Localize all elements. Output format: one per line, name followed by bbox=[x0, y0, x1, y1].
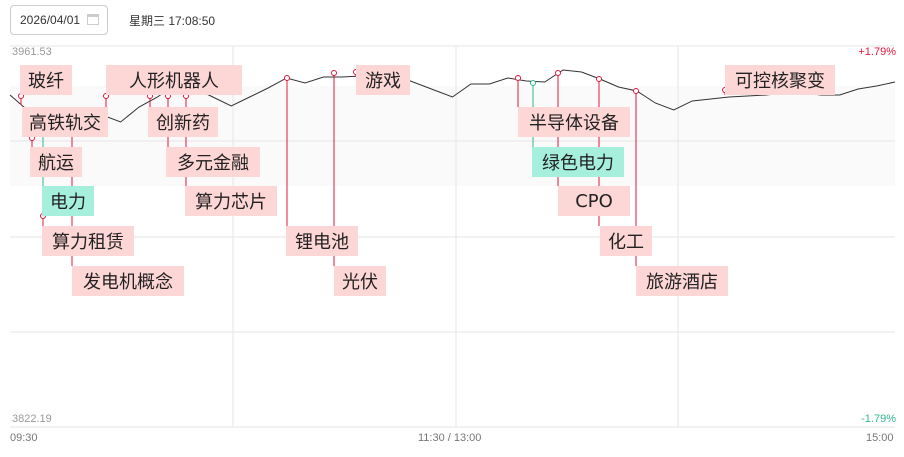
tag-point-marker bbox=[555, 70, 561, 76]
sector-tag[interactable]: 高铁轨交 bbox=[22, 107, 108, 137]
sector-tag[interactable]: 可控核聚变 bbox=[725, 65, 835, 95]
y-max-label: 3961.53 bbox=[12, 46, 52, 58]
sector-tag[interactable]: 半导体设备 bbox=[518, 107, 630, 137]
sector-tag[interactable]: 游戏 bbox=[356, 65, 410, 95]
sector-tag[interactable]: 创新药 bbox=[148, 107, 218, 137]
sector-tag[interactable]: 算力芯片 bbox=[185, 186, 277, 216]
tag-point-marker bbox=[284, 75, 290, 81]
tag-point-marker bbox=[633, 88, 639, 94]
date-picker[interactable]: 2026/04/01 bbox=[10, 5, 108, 35]
sector-tag[interactable]: 电力 bbox=[42, 186, 94, 216]
date-value: 2026/04/01 bbox=[20, 13, 81, 27]
calendar-icon[interactable] bbox=[87, 14, 99, 25]
sector-tag[interactable]: 玻纤 bbox=[20, 65, 72, 95]
tag-point-marker bbox=[331, 70, 337, 76]
price-line bbox=[9, 69, 896, 123]
sector-tag[interactable]: CPO bbox=[558, 186, 630, 216]
pct-max-label: +1.79% bbox=[858, 46, 896, 58]
sector-tag[interactable]: 发电机概念 bbox=[72, 266, 184, 296]
pct-min-label: -1.79% bbox=[861, 413, 896, 425]
tag-point-marker bbox=[515, 75, 521, 81]
sector-tag[interactable]: 锂电池 bbox=[286, 226, 358, 256]
x-tick-end: 15:00 bbox=[866, 432, 894, 444]
tag-point-marker bbox=[530, 80, 536, 86]
y-min-label: 3822.19 bbox=[12, 413, 52, 425]
sector-tag[interactable]: 航运 bbox=[30, 147, 82, 177]
x-tick-start: 09:30 bbox=[10, 432, 38, 444]
sector-tag[interactable]: 绿色电力 bbox=[532, 147, 624, 177]
sector-tag[interactable]: 化工 bbox=[600, 226, 652, 256]
sector-tag[interactable]: 人形机器人 bbox=[106, 65, 242, 95]
plot-shade bbox=[10, 86, 895, 186]
sector-tag[interactable]: 多元金融 bbox=[166, 147, 260, 177]
sector-tag[interactable]: 算力租赁 bbox=[42, 226, 134, 256]
datetime-text: 星期三 17:08:50 bbox=[129, 14, 216, 28]
sector-tag[interactable]: 光伏 bbox=[334, 266, 386, 296]
tag-point-marker bbox=[596, 76, 602, 82]
x-tick-mid: 11:30 / 13:00 bbox=[418, 432, 482, 444]
sector-tag[interactable]: 旅游酒店 bbox=[636, 266, 728, 296]
